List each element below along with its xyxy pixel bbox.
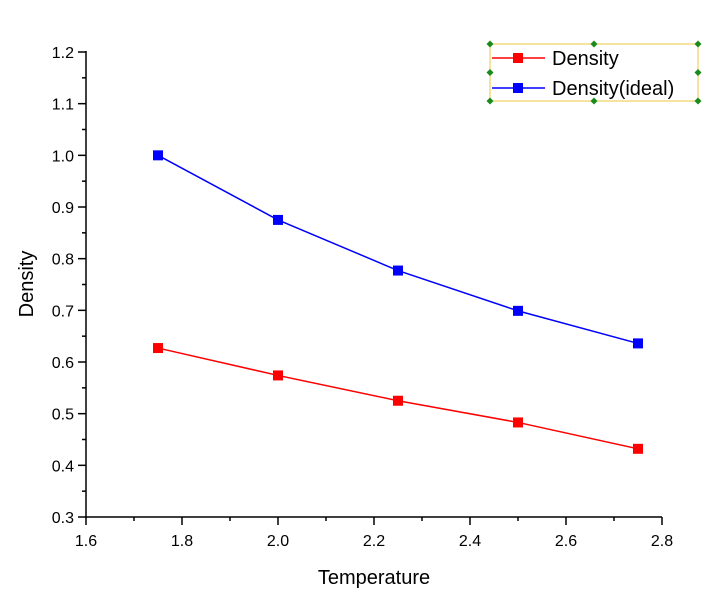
- x-axis-title: Temperature: [318, 567, 430, 589]
- y-tick-label: 1.2: [52, 45, 74, 62]
- data-point-marker: [633, 443, 643, 454]
- data-point-marker: [153, 343, 163, 354]
- selection-handle-icon: [694, 69, 702, 76]
- legend[interactable]: Density Density(ideal): [486, 40, 702, 105]
- data-point-marker: [273, 370, 283, 381]
- series-line: [157, 154, 639, 345]
- y-tick-label: 0.4: [52, 458, 74, 475]
- selection-handle-icon: [486, 97, 494, 105]
- series-layer: [153, 150, 643, 454]
- x-tick-label: 1.6: [75, 533, 97, 550]
- data-point-marker: [513, 417, 523, 428]
- y-tick-label: 0.7: [52, 303, 74, 320]
- y-tick-label: 0.3: [52, 510, 74, 527]
- series-density: [153, 343, 643, 454]
- selection-handle-icon: [486, 69, 494, 76]
- selection-handle-icon: [694, 40, 702, 48]
- data-point-marker: [273, 214, 283, 225]
- data-point-marker: [393, 395, 403, 406]
- y-tick-label: 0.6: [52, 355, 74, 372]
- axes: 1.6 1.8 2.0 2.2 2.4 2.6 2.8 0.3 0.4 0.5 0.6 0.7 0.8 0…: [52, 45, 673, 550]
- data-point-marker: [633, 338, 643, 349]
- selection-handle-icon: [590, 40, 598, 48]
- y-tick-label: 1.1: [52, 97, 74, 114]
- selection-handle-icon: [486, 40, 494, 48]
- y-axis-title: Density: [16, 251, 38, 318]
- x-tick-label: 1.8: [171, 533, 193, 550]
- x-tick-label: 2.2: [363, 533, 385, 550]
- legend-label: Density(ideal): [552, 78, 674, 100]
- legend-marker-swatch: [513, 53, 523, 63]
- legend-marker-swatch: [513, 83, 523, 93]
- y-tick-label: 0.5: [52, 407, 74, 424]
- selection-handle-icon: [694, 97, 702, 105]
- x-tick-label: 2.4: [459, 533, 481, 550]
- y-tick-label: 1.0: [52, 148, 74, 165]
- x-tick-label: 2.0: [267, 533, 289, 550]
- y-tick-label: 0.9: [52, 200, 74, 217]
- data-point-marker: [153, 150, 163, 161]
- legend-label: Density: [552, 48, 619, 70]
- x-tick-label: 2.6: [555, 533, 577, 550]
- x-tick-label: 2.8: [651, 533, 673, 550]
- series-density-ideal: [153, 150, 643, 349]
- data-point-marker: [513, 305, 523, 316]
- data-point-marker: [393, 265, 403, 276]
- selection-handle-icon: [590, 97, 598, 105]
- y-tick-label: 0.8: [52, 252, 74, 269]
